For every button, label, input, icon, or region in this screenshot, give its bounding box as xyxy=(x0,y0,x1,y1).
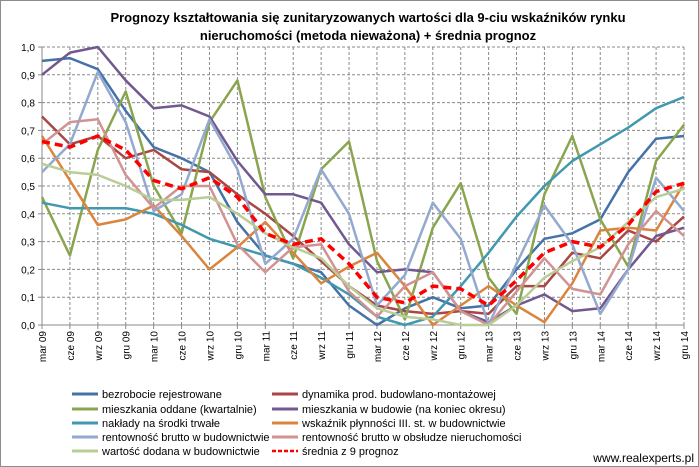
legend-label-7: rentowność brutto w obsłudze nieruchomoś… xyxy=(302,432,522,444)
x-tick-label: mar 12 xyxy=(373,331,384,363)
x-tick-label: wrz 10 xyxy=(205,331,216,362)
x-tick-label: mar 10 xyxy=(150,331,161,363)
y-tick-label: 0,0 xyxy=(21,321,35,332)
chart-title-line-2: nieruchomości (metoda nieważona) + średn… xyxy=(200,28,537,43)
y-tick-label: 0,6 xyxy=(21,154,35,165)
legend-label-8: wartość dodana w budownictwie xyxy=(101,446,260,458)
x-tick-label: gru 11 xyxy=(345,331,356,359)
x-tick-label: gru 10 xyxy=(233,331,244,360)
series-line-0 xyxy=(41,56,685,327)
x-tick-label: wrz 11 xyxy=(317,331,328,361)
x-tick-label: cze 13 xyxy=(513,331,524,361)
x-tick-label: gru 09 xyxy=(122,331,133,360)
x-tick-label: cze 14 xyxy=(624,331,635,361)
y-tick-label: 0,4 xyxy=(21,210,35,221)
legend-label-2: mieszkania oddane (kwartalnie) xyxy=(102,404,257,416)
x-tick-label: cze 10 xyxy=(178,331,189,361)
series-line-6 xyxy=(41,70,685,327)
x-tick-label: wrz 14 xyxy=(652,331,663,362)
x-tick-label: gru 13 xyxy=(568,331,579,360)
x-tick-label: wrz 13 xyxy=(540,331,551,362)
x-tick-label: cze 12 xyxy=(401,331,412,361)
y-tick-label: 1,0 xyxy=(21,43,35,54)
legend-label-0: bezrobocie rejestrowane xyxy=(102,389,222,401)
legend-label-1: dynamika prod. budowlano-montażowej xyxy=(302,389,496,401)
x-tick-label: cze 11 xyxy=(289,331,300,360)
y-tick-label: 0,8 xyxy=(21,99,35,110)
legend-label-9: średnia z 9 prognoz xyxy=(302,446,399,458)
legend: bezrobocie rejestrowane dynamika prod. bu… xyxy=(72,389,522,458)
chart-title-line-1: Prognozy kształtowania się zunitaryzowan… xyxy=(110,10,625,25)
watermark: www.realexperts.pl xyxy=(592,451,694,465)
y-tick-label: 0,5 xyxy=(21,182,35,193)
y-tick-label: 0,3 xyxy=(21,238,35,249)
y-tick-label: 0,7 xyxy=(21,126,35,137)
y-tick-label: 0,2 xyxy=(21,265,35,276)
series-line-8 xyxy=(41,162,685,327)
series-lines xyxy=(40,45,686,327)
legend-label-3: mieszkania w budowie (na koniec okresu) xyxy=(302,404,506,416)
x-tick-label: mar 14 xyxy=(596,331,607,363)
legend-label-5: wskaźnik płynności III. st. w budownictw… xyxy=(301,418,506,430)
x-axis: mar 09 cze 09 wrz 09 gru 09 mar 10 cze 10 wrz … xyxy=(38,331,691,363)
x-tick-label: gru 14 xyxy=(680,331,691,360)
series-line-9 xyxy=(41,134,685,308)
x-tick-label: cze 09 xyxy=(66,331,77,361)
legend-label-6: rentowność brutto w budownictwie xyxy=(102,432,270,444)
x-tick-label: wrz 09 xyxy=(94,331,105,362)
series-line-2 xyxy=(40,79,685,321)
x-tick-label: mar 13 xyxy=(485,331,496,363)
x-tick-label: wrz 12 xyxy=(429,331,440,362)
y-axis: 0,0 0,1 0,2 0,3 0,4 0,5 0,6 0,7 0,8 0,9 1,0 xyxy=(21,43,35,332)
x-tick-label: mar 09 xyxy=(38,331,49,363)
series-line-7 xyxy=(41,118,685,327)
legend-label-4: nakłady na środki trwałe xyxy=(102,418,220,430)
x-tick-label: gru 12 xyxy=(457,331,468,360)
x-tick-label: mar 11 xyxy=(261,331,272,362)
y-tick-label: 0,9 xyxy=(21,71,35,82)
y-tick-label: 0,1 xyxy=(21,293,35,304)
